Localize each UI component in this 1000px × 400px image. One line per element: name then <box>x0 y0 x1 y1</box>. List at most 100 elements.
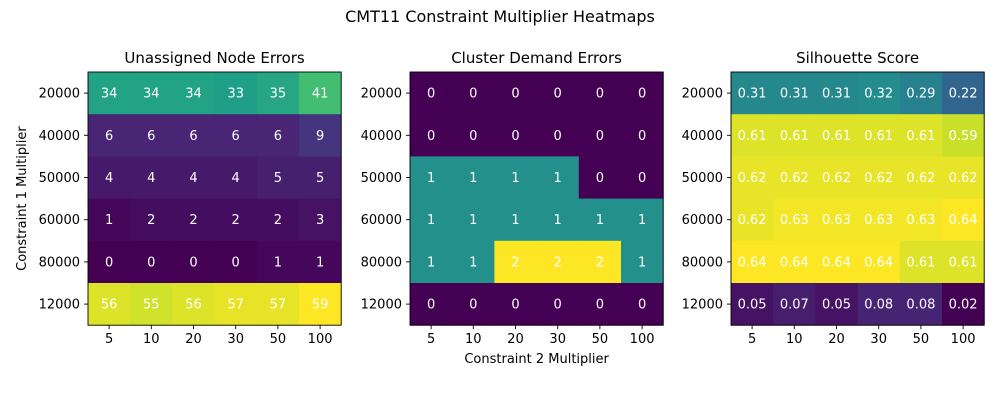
y-axis-label: Constraint 1 Multiplier <box>15 126 30 271</box>
x-tick-label: 50 <box>592 332 609 347</box>
cell-value-label: 0.63 <box>906 213 935 228</box>
heatmap-cell <box>942 283 985 326</box>
heatmap-cell <box>536 156 580 199</box>
cell-value-label: 1 <box>638 213 646 228</box>
cell-value-label: 0.22 <box>949 87 978 102</box>
cell-value-label: 56 <box>185 298 202 313</box>
x-tick-label: 5 <box>427 332 435 347</box>
cell-value-label: 4 <box>105 171 113 186</box>
x-tick-label: 100 <box>951 332 976 347</box>
cell-value-label: 57 <box>270 298 287 313</box>
heatmap-cell <box>773 198 816 242</box>
heatmap-cell <box>731 72 774 115</box>
heatmap-cell <box>410 198 453 242</box>
cell-value-label: 59 <box>312 298 329 313</box>
heatmap-cell <box>815 198 858 242</box>
heatmap-cell <box>130 156 173 199</box>
heatmap-cell <box>256 240 300 284</box>
cell-value-label: 0 <box>511 298 519 313</box>
heatmap-cell <box>452 114 495 157</box>
heatmap-cell <box>410 114 453 157</box>
heatmap-cell <box>130 283 173 326</box>
heatmap-cell <box>942 198 985 242</box>
cell-value-label: 5 <box>316 171 324 186</box>
heatmap-cell <box>214 283 258 326</box>
heatmap-cell <box>899 156 943 199</box>
heatmap-cell <box>536 114 580 157</box>
cell-value-label: 0.61 <box>906 129 935 144</box>
heatmap-cell <box>88 283 131 326</box>
cell-value-label: 0.29 <box>906 87 935 102</box>
heatmap-cell <box>452 240 495 284</box>
cell-value-label: 6 <box>105 129 113 144</box>
cell-value-label: 1 <box>427 255 435 270</box>
heatmap-cell <box>731 198 774 242</box>
heatmap-cell <box>942 72 985 115</box>
heatmap-cell <box>578 198 622 242</box>
cell-value-label: 1 <box>554 171 562 186</box>
heatmap-cell <box>452 156 495 199</box>
cell-value-label: 0.59 <box>949 129 978 144</box>
cell-value-label: 55 <box>143 298 160 313</box>
panel-title: Unassigned Node Errors <box>124 49 305 67</box>
y-tick-label: 50000 <box>361 171 402 186</box>
heatmap-cell <box>214 114 258 157</box>
heatmap-cell <box>494 240 537 284</box>
x-axis-label: Constraint 2 Multiplier <box>464 352 609 367</box>
axes-frame <box>730 71 985 326</box>
cell-value-label: 4 <box>189 171 197 186</box>
cell-value-label: 0.31 <box>822 87 851 102</box>
heatmap-cell <box>256 156 300 199</box>
y-tick-label: 12000 <box>39 298 80 313</box>
cell-value-label: 0 <box>427 298 435 313</box>
heatmap-cell <box>256 198 300 242</box>
cell-value-label: 34 <box>185 87 202 102</box>
cell-value-label: 3 <box>316 213 324 228</box>
x-tick-label: 30 <box>549 332 566 347</box>
cell-value-label: 0.31 <box>738 87 767 102</box>
heatmap-cell <box>621 240 664 284</box>
cell-value-label: 0 <box>511 129 519 144</box>
y-tick-label: 20000 <box>39 87 80 102</box>
cell-value-label: 2 <box>554 255 562 270</box>
heatmap-cell <box>256 114 300 157</box>
cell-value-label: 2 <box>232 213 240 228</box>
heatmap-cell <box>214 198 258 242</box>
x-tick-label: 100 <box>630 332 655 347</box>
cell-value-label: 0.61 <box>949 255 978 270</box>
cell-value-label: 0.02 <box>949 298 978 313</box>
heatmap-cell <box>857 156 901 199</box>
x-tick-label: 5 <box>105 332 113 347</box>
cell-value-label: 2 <box>147 213 155 228</box>
cell-value-label: 2 <box>596 255 604 270</box>
heatmap-panel-silhouette-score: Silhouette Score 0.31 0.31 0.31 0.32 0.29 0.22… <box>682 49 985 347</box>
cell-value-label: 0.05 <box>822 298 851 313</box>
x-tick-label: 50 <box>270 332 287 347</box>
cell-value-label: 0.07 <box>780 298 809 313</box>
heatmap-cell <box>621 156 664 199</box>
cell-value-label: 0.31 <box>780 87 809 102</box>
heatmap-cell <box>857 240 901 284</box>
cell-value-label: 0.61 <box>864 129 893 144</box>
cell-value-label: 0 <box>596 298 604 313</box>
cell-value-label: 33 <box>227 87 244 102</box>
cell-value-label: 1 <box>427 213 435 228</box>
cell-value-label: 0.64 <box>822 255 851 270</box>
cell-value-label: 0.62 <box>822 171 851 186</box>
heatmap-cell <box>88 198 131 242</box>
heatmap-cell <box>494 156 537 199</box>
heatmap-cell <box>857 283 901 326</box>
heatmap-cell <box>621 283 664 326</box>
cell-value-label: 0.05 <box>738 298 767 313</box>
y-tick-label: 40000 <box>361 129 402 144</box>
x-tick-label: 50 <box>913 332 930 347</box>
heatmap-cell <box>494 198 537 242</box>
heatmap-cell <box>731 156 774 199</box>
cell-value-label: 34 <box>101 87 118 102</box>
cell-value-label: 0.64 <box>780 255 809 270</box>
y-tick-label: 40000 <box>39 129 80 144</box>
heatmap-cell <box>410 156 453 199</box>
heatmap-cell <box>731 114 774 157</box>
